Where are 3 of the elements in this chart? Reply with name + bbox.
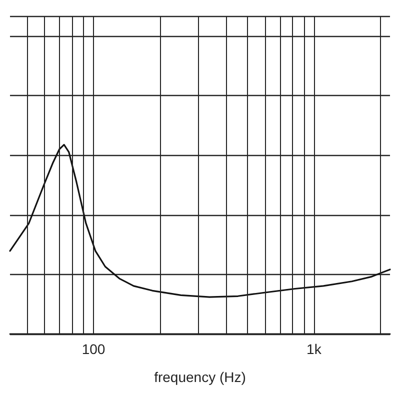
x-tick-label: 1k [306,341,322,357]
x-axis-title: frequency (Hz) [154,369,246,385]
x-tick-label: 100 [82,341,106,357]
